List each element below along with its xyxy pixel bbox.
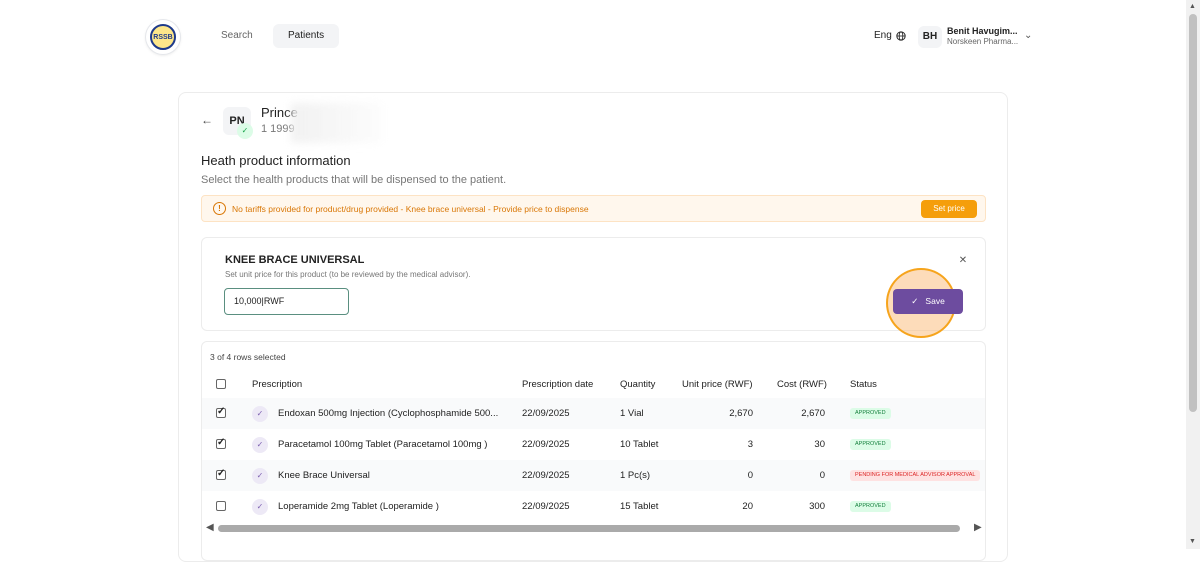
quantity: 15 Tablet xyxy=(620,501,659,512)
status-badge: PENDING FOR MEDICAL ADVISOR APPROVAL xyxy=(850,470,981,481)
warning-icon: ! xyxy=(213,202,226,215)
table-header: Prescription Prescription date Quantity … xyxy=(202,372,985,397)
unit-price: 0 xyxy=(747,470,753,481)
product-title: KNEE BRACE UNIVERSAL xyxy=(225,254,365,266)
scroll-left-icon[interactable]: ◀ xyxy=(206,522,214,533)
horizontal-scrollbar[interactable]: ◀ ▶ xyxy=(202,522,985,534)
patient-id: 1 1999 xyxy=(261,123,295,135)
set-price-button[interactable]: Set price xyxy=(921,200,977,218)
unit-price-input[interactable]: 10,000|RWF xyxy=(224,288,349,315)
header-cost[interactable]: Cost (RWF) xyxy=(777,379,827,390)
back-arrow-icon[interactable]: ← xyxy=(201,113,213,127)
chevron-down-icon[interactable]: ⌄ xyxy=(1024,30,1033,41)
unit-price: 3 xyxy=(747,439,753,450)
table-row[interactable]: ✓ Loperamide 2mg Tablet (Loperamide ) 22… xyxy=(202,491,985,522)
section-title: Heath product information xyxy=(201,153,351,168)
language-label: Eng xyxy=(874,30,892,41)
header-prescription[interactable]: Prescription xyxy=(252,379,303,390)
pill-icon: ✓ xyxy=(252,406,268,422)
header-unit-price[interactable]: Unit price (RWF) xyxy=(682,379,753,390)
prescription-date: 22/09/2025 xyxy=(522,501,570,512)
unit-price: 2,670 xyxy=(729,408,753,419)
status-badge: APPROVED xyxy=(850,439,891,450)
globe-icon xyxy=(896,30,906,41)
prescription-name: Knee Brace Universal xyxy=(278,470,370,481)
rows-selected-count: 3 of 4 rows selected xyxy=(210,352,286,362)
scroll-down-icon[interactable]: ▼ xyxy=(1189,538,1196,545)
user-organization: Norskeen Pharma... xyxy=(947,37,1019,46)
status-badge: APPROVED xyxy=(850,501,891,512)
header-status[interactable]: Status xyxy=(850,379,877,390)
user-avatar[interactable]: BH xyxy=(918,26,942,48)
alert-message: No tariffs provided for product/drug pro… xyxy=(232,204,589,214)
save-label: Save xyxy=(925,296,945,306)
price-description: Set unit price for this product (to be r… xyxy=(225,270,471,279)
patient-name: Prince xyxy=(261,105,298,120)
cost: 2,670 xyxy=(801,408,825,419)
scroll-right-icon[interactable]: ▶ xyxy=(974,522,982,533)
header-quantity[interactable]: Quantity xyxy=(620,379,656,390)
quantity: 1 Pc(s) xyxy=(620,470,651,481)
pill-icon: ✓ xyxy=(252,437,268,453)
patient-card: ← PN ✓ Prince 1 1999 Heath product infor… xyxy=(178,92,1008,562)
row-checkbox[interactable] xyxy=(216,468,226,480)
top-navigation: RSSB Search Patients Eng BH Benit Havugi… xyxy=(0,0,1186,72)
nav-patients[interactable]: Patients xyxy=(273,24,340,48)
rssb-logo[interactable]: RSSB xyxy=(146,20,180,54)
language-selector[interactable]: Eng xyxy=(874,30,906,41)
page-scroll-thumb[interactable] xyxy=(1189,14,1197,412)
select-all-checkbox[interactable] xyxy=(216,379,226,389)
prescription-name: Paracetamol 100mg Tablet (Paracetamol 10… xyxy=(278,439,488,450)
status-badge: APPROVED xyxy=(850,408,891,419)
cost: 300 xyxy=(809,501,825,512)
table-row[interactable]: ✓ Paracetamol 100mg Tablet (Paracetamol … xyxy=(202,429,985,460)
tariff-warning-alert: ! No tariffs provided for product/drug p… xyxy=(201,195,986,222)
pill-icon: ✓ xyxy=(252,499,268,515)
save-button[interactable]: ✓ Save xyxy=(893,289,963,314)
prescription-date: 22/09/2025 xyxy=(522,408,570,419)
close-icon[interactable]: ✕ xyxy=(958,255,968,266)
row-checkbox[interactable] xyxy=(216,437,226,449)
verified-check-icon: ✓ xyxy=(237,123,253,139)
nav-search[interactable]: Search xyxy=(221,30,253,41)
header-date[interactable]: Prescription date xyxy=(522,379,594,390)
row-checkbox[interactable] xyxy=(216,501,226,511)
table-row[interactable]: ✓ Knee Brace Universal 22/09/2025 1 Pc(s… xyxy=(202,460,985,491)
quantity: 1 Vial xyxy=(620,408,644,419)
set-price-panel: KNEE BRACE UNIVERSAL Set unit price for … xyxy=(201,237,986,338)
redaction-blur xyxy=(291,103,381,143)
scroll-thumb[interactable] xyxy=(218,525,960,532)
unit-price: 20 xyxy=(742,501,753,512)
prescription-name: Loperamide 2mg Tablet (Loperamide ) xyxy=(278,501,439,512)
logo-text: RSSB xyxy=(150,24,176,50)
pill-icon: ✓ xyxy=(252,468,268,484)
row-checkbox[interactable] xyxy=(216,406,226,418)
prescription-name: Endoxan 500mg Injection (Cyclophosphamid… xyxy=(278,408,499,419)
user-name[interactable]: Benit Havugim... xyxy=(947,26,1018,36)
prescription-date: 22/09/2025 xyxy=(522,470,570,481)
quantity: 10 Tablet xyxy=(620,439,659,450)
prescription-date: 22/09/2025 xyxy=(522,439,570,450)
scroll-up-icon[interactable]: ▲ xyxy=(1189,3,1196,10)
cost: 30 xyxy=(814,439,825,450)
check-icon: ✓ xyxy=(911,296,919,306)
page-scrollbar[interactable]: ▲ ▼ xyxy=(1186,0,1200,549)
section-subtitle: Select the health products that will be … xyxy=(201,174,507,186)
cost: 0 xyxy=(819,470,825,481)
prescription-table: 3 of 4 rows selected Prescription Prescr… xyxy=(201,341,986,561)
table-row[interactable]: ✓ Endoxan 500mg Injection (Cyclophospham… xyxy=(202,398,985,429)
